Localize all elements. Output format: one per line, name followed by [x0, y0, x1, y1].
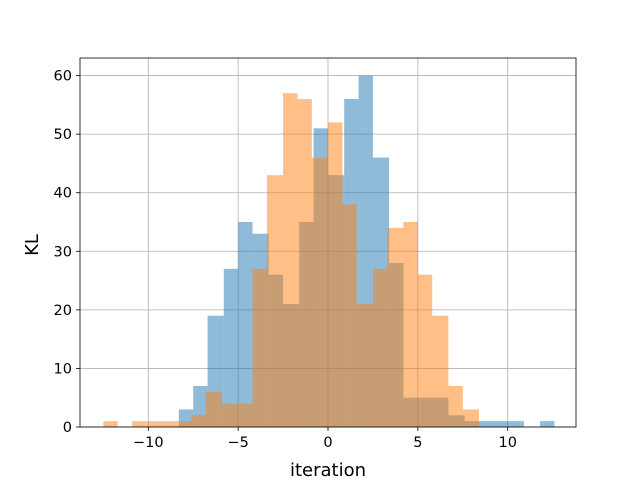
histogram-bar-series-2	[191, 415, 206, 427]
histogram-bar-series-1	[495, 421, 510, 427]
ticks: −10 −5 0 5 10 0 10 20 30 40 50 60	[54, 69, 517, 451]
y-tick-label: 40	[54, 186, 72, 202]
x-tick-label: −5	[227, 435, 248, 451]
histogram-bar-series-1	[238, 222, 253, 427]
histogram-bar-series-2	[236, 403, 253, 427]
x-axis-label: iteration	[290, 460, 366, 480]
histogram-bar-series-2	[297, 99, 312, 427]
histogram-bar-series-2	[283, 93, 298, 428]
histogram-bar-series-2	[103, 421, 118, 427]
histogram-bar-series-2	[221, 403, 237, 427]
x-tick-label: 5	[413, 435, 422, 451]
y-tick-label: 20	[54, 303, 72, 319]
histogram-bar-series-2	[328, 122, 343, 427]
histogram-bar-series-1	[540, 421, 555, 427]
histogram-bar-series-2	[462, 409, 479, 427]
y-axis-label: KL	[22, 234, 43, 256]
histogram-bar-series-2	[160, 421, 178, 427]
histogram-bar-series-2	[311, 157, 328, 428]
y-tick-label: 0	[63, 420, 72, 436]
histogram-bar-series-2	[177, 421, 192, 427]
histogram-bar-series-2	[252, 268, 267, 427]
x-tick-label: 0	[323, 435, 332, 451]
histogram-bar-series-2	[432, 315, 449, 427]
y-tick-label: 60	[54, 69, 72, 85]
histogram-bar-series-2	[356, 304, 373, 427]
histogram-bar-series-2	[387, 227, 404, 427]
histogram-bar-series-1	[478, 421, 496, 427]
y-tick-label: 30	[54, 244, 72, 260]
y-tick-label: 50	[54, 127, 72, 143]
histogram-bar-series-2	[132, 421, 147, 427]
histogram-bar-series-2	[448, 386, 463, 427]
histogram-bar-series-2	[403, 222, 418, 427]
histogram-bar-series-2	[342, 204, 357, 427]
x-tick-label: −10	[133, 435, 164, 451]
histogram-bar-series-2	[417, 274, 433, 427]
histogram-bar-series-1	[223, 268, 239, 427]
bars	[103, 75, 555, 428]
histogram-bar-series-2	[146, 421, 161, 427]
histogram-bar-series-2	[205, 391, 222, 427]
histogram-bar-series-2	[372, 268, 388, 427]
x-tick-label: 10	[498, 435, 516, 451]
histogram-bar-series-1	[509, 421, 524, 427]
histogram-bar-series-2	[266, 175, 284, 427]
y-tick-label: 10	[54, 361, 72, 377]
